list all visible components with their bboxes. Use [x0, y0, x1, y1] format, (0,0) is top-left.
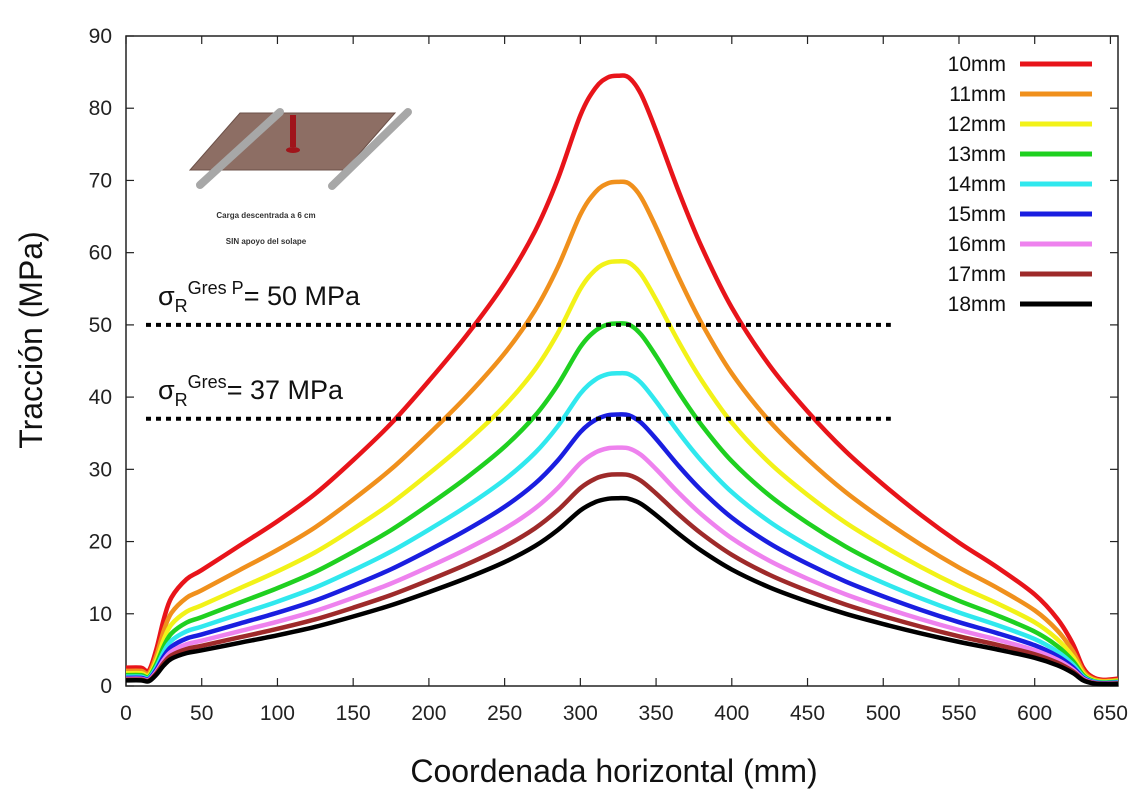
- inset-support-right: [328, 108, 412, 190]
- y-tick-label: 20: [89, 531, 112, 554]
- legend-label-13mm: 13mm: [948, 143, 1006, 166]
- y-tick-label: 10: [89, 603, 112, 626]
- y-tick-label: 60: [89, 242, 112, 265]
- series-line-11mm: [125, 179, 1119, 684]
- inset-load-base: [286, 147, 300, 153]
- legend-label-11mm: 11mm: [949, 83, 1006, 106]
- series-line-14mm: [125, 370, 1119, 686]
- reference-label: σRGres= 37 MPa: [158, 372, 344, 410]
- legend-label-16mm: 16mm: [948, 233, 1006, 256]
- series-line-15mm: [125, 412, 1119, 686]
- inset-illustration: Carga descentrada a 6 cm SIN apoyo del s…: [188, 108, 412, 246]
- y-axis-title: Tracción (MPa): [13, 231, 49, 449]
- x-axis-ticks: 0 50 100 150 200 250 300 350 400 450 500 550 600 650: [120, 36, 1128, 725]
- x-tick-label: 150: [336, 702, 371, 725]
- x-tick-label: 50: [190, 702, 213, 725]
- x-tick-label: 300: [563, 702, 598, 725]
- y-tick-label: 50: [89, 314, 112, 337]
- legend: 10mm 11mm 12mm 13mm 14mm 15mm 16mm 17mm 18mm: [948, 53, 1092, 316]
- y-tick-label: 40: [89, 386, 112, 409]
- x-tick-label: 400: [714, 702, 749, 725]
- inset-load-rod: [290, 115, 296, 147]
- inset-caption-2: SIN apoyo del solape: [226, 237, 307, 246]
- series-line-17mm: [125, 472, 1119, 687]
- x-tick-label: 650: [1093, 702, 1128, 725]
- x-tick-label: 500: [866, 702, 901, 725]
- x-tick-label: 0: [120, 702, 132, 725]
- series-lines: [125, 73, 1119, 687]
- y-tick-label: 90: [89, 25, 112, 48]
- x-tick-label: 600: [1017, 702, 1052, 725]
- legend-label-12mm: 12mm: [948, 113, 1006, 136]
- inset-support-left: [196, 108, 284, 189]
- y-tick-label: 30: [89, 458, 112, 481]
- reference-lines: σRGres P= 50 MPa σRGres= 37 MPa: [146, 278, 891, 421]
- plot-area-border: [125, 35, 1119, 687]
- x-tick-label: 200: [411, 702, 446, 725]
- x-tick-label: 250: [487, 702, 522, 725]
- series-line-16mm: [125, 445, 1119, 686]
- legend-label-15mm: 15mm: [948, 203, 1006, 226]
- y-tick-label: 80: [89, 97, 112, 120]
- inset-caption-1: Carga descentrada a 6 cm: [216, 211, 315, 220]
- series-line-13mm: [125, 321, 1119, 685]
- x-axis-title: Coordenada horizontal (mm): [410, 753, 817, 789]
- legend-label-17mm: 17mm: [948, 263, 1006, 286]
- legend-label-10mm: 10mm: [948, 53, 1006, 76]
- legend-label-18mm: 18mm: [948, 293, 1006, 316]
- reference-label: σRGres P= 50 MPa: [158, 278, 361, 316]
- y-tick-label: 0: [100, 675, 112, 698]
- plot-frame: [125, 35, 1119, 687]
- x-tick-label: 550: [941, 702, 976, 725]
- x-tick-label: 450: [790, 702, 825, 725]
- series-line-12mm: [125, 258, 1119, 685]
- series-line-10mm: [125, 73, 1119, 683]
- y-tick-label: 70: [89, 169, 112, 192]
- y-axis-ticks: 0 10 20 30 40 50 60 70 80 90: [89, 25, 1118, 698]
- legend-label-14mm: 14mm: [948, 173, 1006, 196]
- x-tick-label: 350: [639, 702, 674, 725]
- series-line-18mm: [125, 495, 1119, 687]
- x-tick-label: 100: [260, 702, 295, 725]
